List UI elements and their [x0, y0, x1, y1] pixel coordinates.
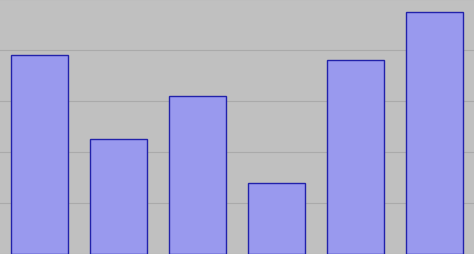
Bar	[90, 140, 147, 254]
Bar	[406, 13, 463, 254]
Bar	[327, 61, 384, 254]
Bar	[11, 56, 68, 254]
Bar	[169, 97, 226, 254]
Bar	[248, 183, 305, 254]
